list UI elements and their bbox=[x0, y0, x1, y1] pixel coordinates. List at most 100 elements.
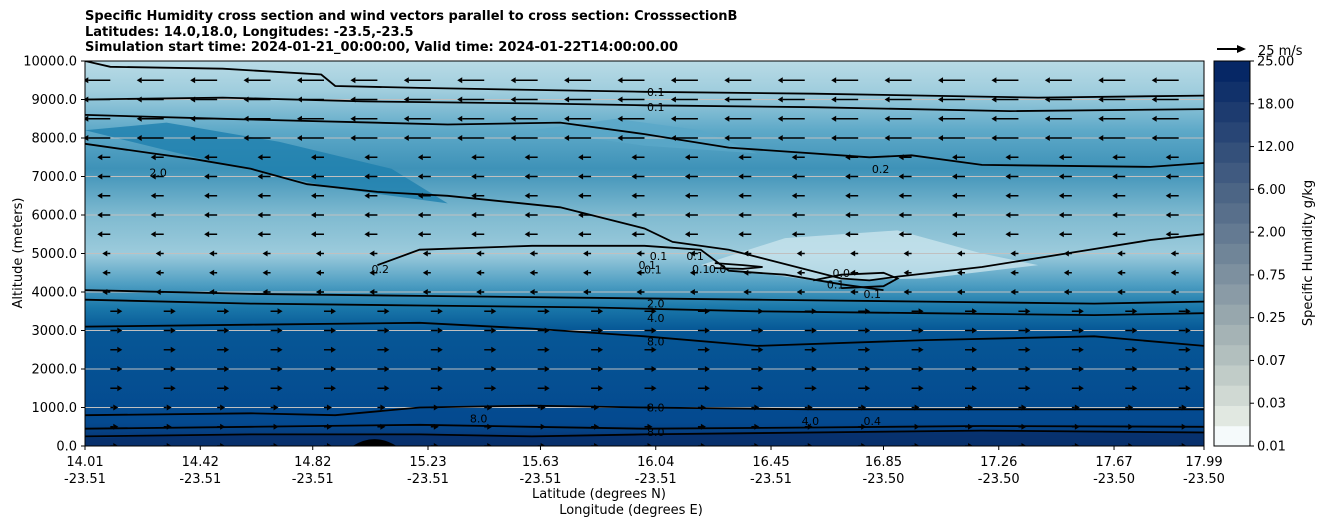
wind-arrow-head bbox=[257, 154, 263, 161]
y-tick-label: 5000.0 bbox=[32, 247, 78, 262]
wind-arrow-head bbox=[777, 115, 783, 122]
wind-arrow-head bbox=[1058, 154, 1064, 161]
wind-arrow-head bbox=[204, 173, 210, 180]
wind-arrow-head bbox=[433, 404, 439, 411]
wind-arrow-head bbox=[777, 96, 783, 103]
wind-arrow-head bbox=[991, 96, 997, 103]
x-tick-label-lon: -23.51 bbox=[407, 472, 449, 487]
contour-label: 0.1 bbox=[644, 264, 662, 277]
wind-arrow-head bbox=[150, 173, 156, 180]
wind-arrow-head bbox=[578, 231, 584, 238]
wind-arrow-head bbox=[738, 192, 744, 199]
wind-arrow-head bbox=[524, 173, 530, 180]
wind-arrow-head bbox=[350, 115, 356, 122]
wind-arrow-head bbox=[437, 327, 443, 334]
x-tick-label-lon: -23.50 bbox=[978, 472, 1020, 487]
wind-arrow-head bbox=[777, 77, 783, 84]
wind-arrow-head bbox=[884, 135, 890, 141]
wind-arrow-head bbox=[296, 96, 302, 103]
wind-arrow-head bbox=[1185, 308, 1191, 315]
wind-arrow-head bbox=[224, 346, 230, 353]
wind-arrow-head bbox=[918, 366, 924, 372]
wind-arrow-head bbox=[117, 327, 123, 334]
wind-arrow-head bbox=[594, 404, 600, 411]
wind-arrow-head bbox=[170, 366, 176, 372]
wind-arrow-head bbox=[850, 250, 856, 257]
wind-arrow-head bbox=[85, 96, 89, 103]
colorbar-tick-label: 0.07 bbox=[1257, 354, 1286, 369]
x-tick-label-lat: 16.04 bbox=[637, 455, 674, 470]
wind-arrow-head bbox=[1010, 250, 1016, 257]
wind-arrow-head bbox=[457, 96, 463, 103]
wind-arrow-head bbox=[471, 231, 477, 238]
wind-arrow-head bbox=[938, 96, 944, 103]
wind-arrow-head bbox=[471, 212, 477, 218]
wind-arrow-head bbox=[617, 115, 623, 122]
y-axis-title: Altitude (meters) bbox=[11, 198, 26, 309]
wind-arrow-head bbox=[1185, 385, 1191, 392]
wind-arrow-head bbox=[364, 212, 370, 218]
wind-arrow-head bbox=[831, 77, 837, 84]
x-tick-label-lon: -23.51 bbox=[750, 472, 792, 487]
wind-arrow-head bbox=[583, 289, 589, 295]
wind-arrow-head bbox=[845, 192, 851, 199]
x-tick-label-lat: 16.45 bbox=[752, 455, 789, 470]
x-tick-label-lon: -23.51 bbox=[635, 472, 677, 487]
wind-arrow-head bbox=[350, 135, 356, 141]
colorbar-band bbox=[1214, 385, 1250, 406]
wind-arrow-head bbox=[1128, 423, 1134, 430]
contour-label: 4.0 bbox=[802, 415, 820, 428]
wind-arrow-head bbox=[598, 385, 604, 392]
wind-arrow-head bbox=[315, 289, 321, 295]
wind-arrow-head bbox=[777, 135, 783, 141]
wind-arrow-head bbox=[1005, 231, 1011, 238]
wind-arrow-head bbox=[1005, 173, 1011, 180]
wind-arrow-head bbox=[437, 346, 443, 353]
colorbar: 0.01 0.03 0.07 0.25 0.75 2.00 6.00 12.00 18.00 25… bbox=[1213, 55, 1294, 455]
wind-arrow-head bbox=[952, 212, 958, 218]
wind-arrow-head bbox=[738, 154, 744, 161]
wind-arrow-head bbox=[417, 231, 423, 238]
wind-arrow-head bbox=[85, 115, 89, 122]
wind-arrow-head bbox=[811, 366, 817, 372]
colorbar-tick-label: 0.01 bbox=[1257, 440, 1286, 455]
wind-arrow-head bbox=[684, 173, 690, 180]
wind-arrow-head bbox=[952, 154, 958, 161]
wind-arrow-head bbox=[850, 289, 856, 295]
wind-arrow-head bbox=[1112, 173, 1118, 180]
contour-label: 8.0 bbox=[470, 412, 488, 425]
reference-arrow-head bbox=[1237, 45, 1246, 53]
wind-arrow-head bbox=[384, 385, 390, 392]
wind-arrow-head bbox=[1185, 346, 1191, 353]
y-tick-label: 9000.0 bbox=[32, 93, 78, 108]
wind-arrow-head bbox=[166, 404, 172, 411]
wind-arrow-head bbox=[1205, 77, 1210, 83]
wind-arrow-head bbox=[190, 77, 196, 84]
wind-arrow-head bbox=[524, 192, 530, 199]
title-line-1: Specific Humidity cross section and wind… bbox=[85, 9, 738, 24]
chart-title: Specific Humidity cross section and wind… bbox=[85, 9, 737, 56]
wind-arrow-head bbox=[704, 308, 710, 315]
wind-arrow-head bbox=[724, 77, 730, 84]
contour-label: 8.0 bbox=[647, 426, 665, 439]
wind-arrow-head bbox=[704, 346, 710, 353]
wind-arrow-head bbox=[220, 423, 226, 430]
x-tick-label-lon: -23.50 bbox=[1093, 472, 1135, 487]
wind-arrow-head bbox=[155, 269, 161, 276]
wind-arrow-head bbox=[861, 423, 867, 430]
wind-arrow-head bbox=[617, 96, 623, 103]
wind-arrow-head bbox=[190, 135, 196, 141]
wind-arrow-head bbox=[97, 212, 103, 218]
colorbar-band bbox=[1214, 405, 1250, 427]
title-line-3: Simulation start time: 2024-01-21_00:00:… bbox=[85, 40, 678, 55]
wind-arrow-head bbox=[689, 269, 695, 276]
wind-arrow-head bbox=[491, 385, 497, 392]
wind-arrow-head bbox=[510, 77, 516, 84]
vector-reference-label: 25 m/s bbox=[1258, 44, 1303, 59]
wind-arrow-head bbox=[85, 135, 89, 141]
wind-arrow-head bbox=[457, 135, 463, 141]
wind-arrow-head bbox=[861, 404, 867, 411]
wind-arrow-head bbox=[524, 154, 530, 161]
wind-arrow-head bbox=[670, 77, 676, 84]
wind-arrow-head bbox=[865, 366, 871, 372]
